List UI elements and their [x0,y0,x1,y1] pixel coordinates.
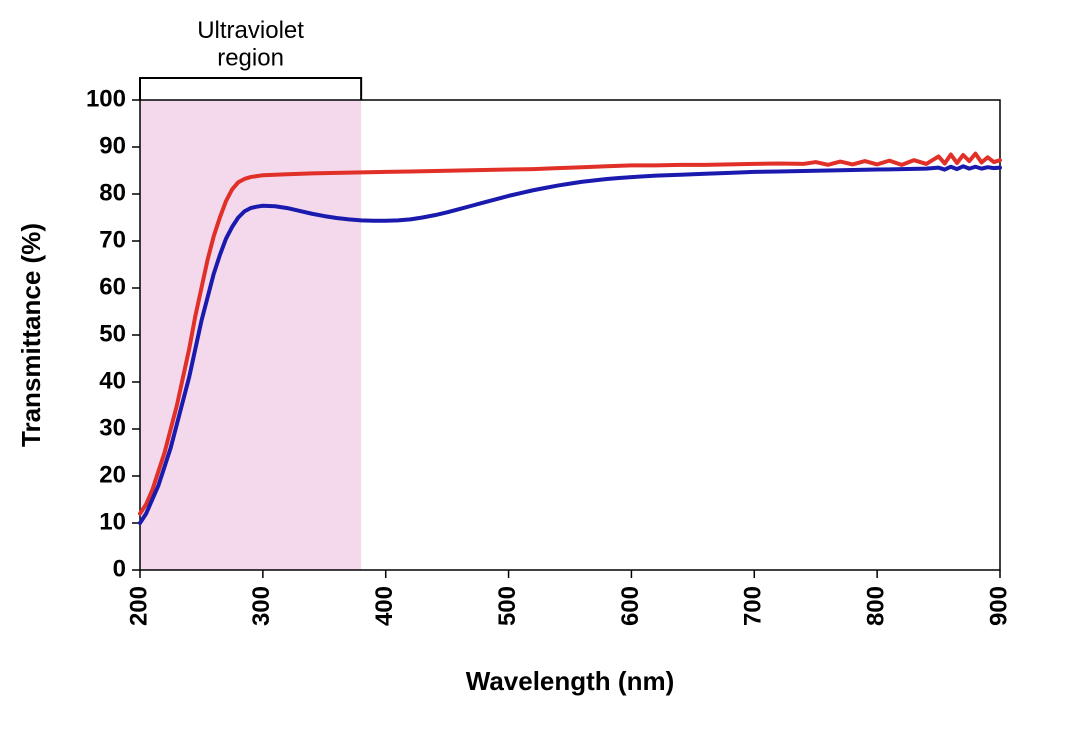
y-tick-label: 100 [86,85,126,112]
x-tick-label: 600 [617,586,644,626]
y-tick-label: 30 [99,414,126,441]
x-tick-label: 500 [494,586,521,626]
x-tick-label: 900 [985,586,1012,626]
y-tick-label: 90 [99,132,126,159]
y-tick-label: 70 [99,226,126,253]
x-tick-label: 400 [371,586,398,626]
y-tick-label: 0 [113,555,126,582]
y-tick-label: 40 [99,367,126,394]
y-tick-label: 60 [99,273,126,300]
x-tick-label: 200 [125,586,152,626]
x-tick-label: 700 [740,586,767,626]
y-tick-label: 50 [99,320,126,347]
chart-svg: 200 300 400 500 600 700 800 900 0 10 20 30 40 50 60 70 8… [0,0,1072,730]
y-tick-label: 80 [99,179,126,206]
x-tick-label: 800 [862,586,889,626]
uv-region-fill [140,100,361,570]
x-tick-label: 300 [248,586,275,626]
y-axis-label: Transmittance (%) [16,223,46,447]
y-tick-label: 10 [99,508,126,535]
y-tick-label: 20 [99,461,126,488]
x-axis-label: Wavelength (nm) [466,666,674,696]
transmittance-chart: 200 300 400 500 600 700 800 900 0 10 20 30 40 50 60 70 8… [0,0,1072,730]
